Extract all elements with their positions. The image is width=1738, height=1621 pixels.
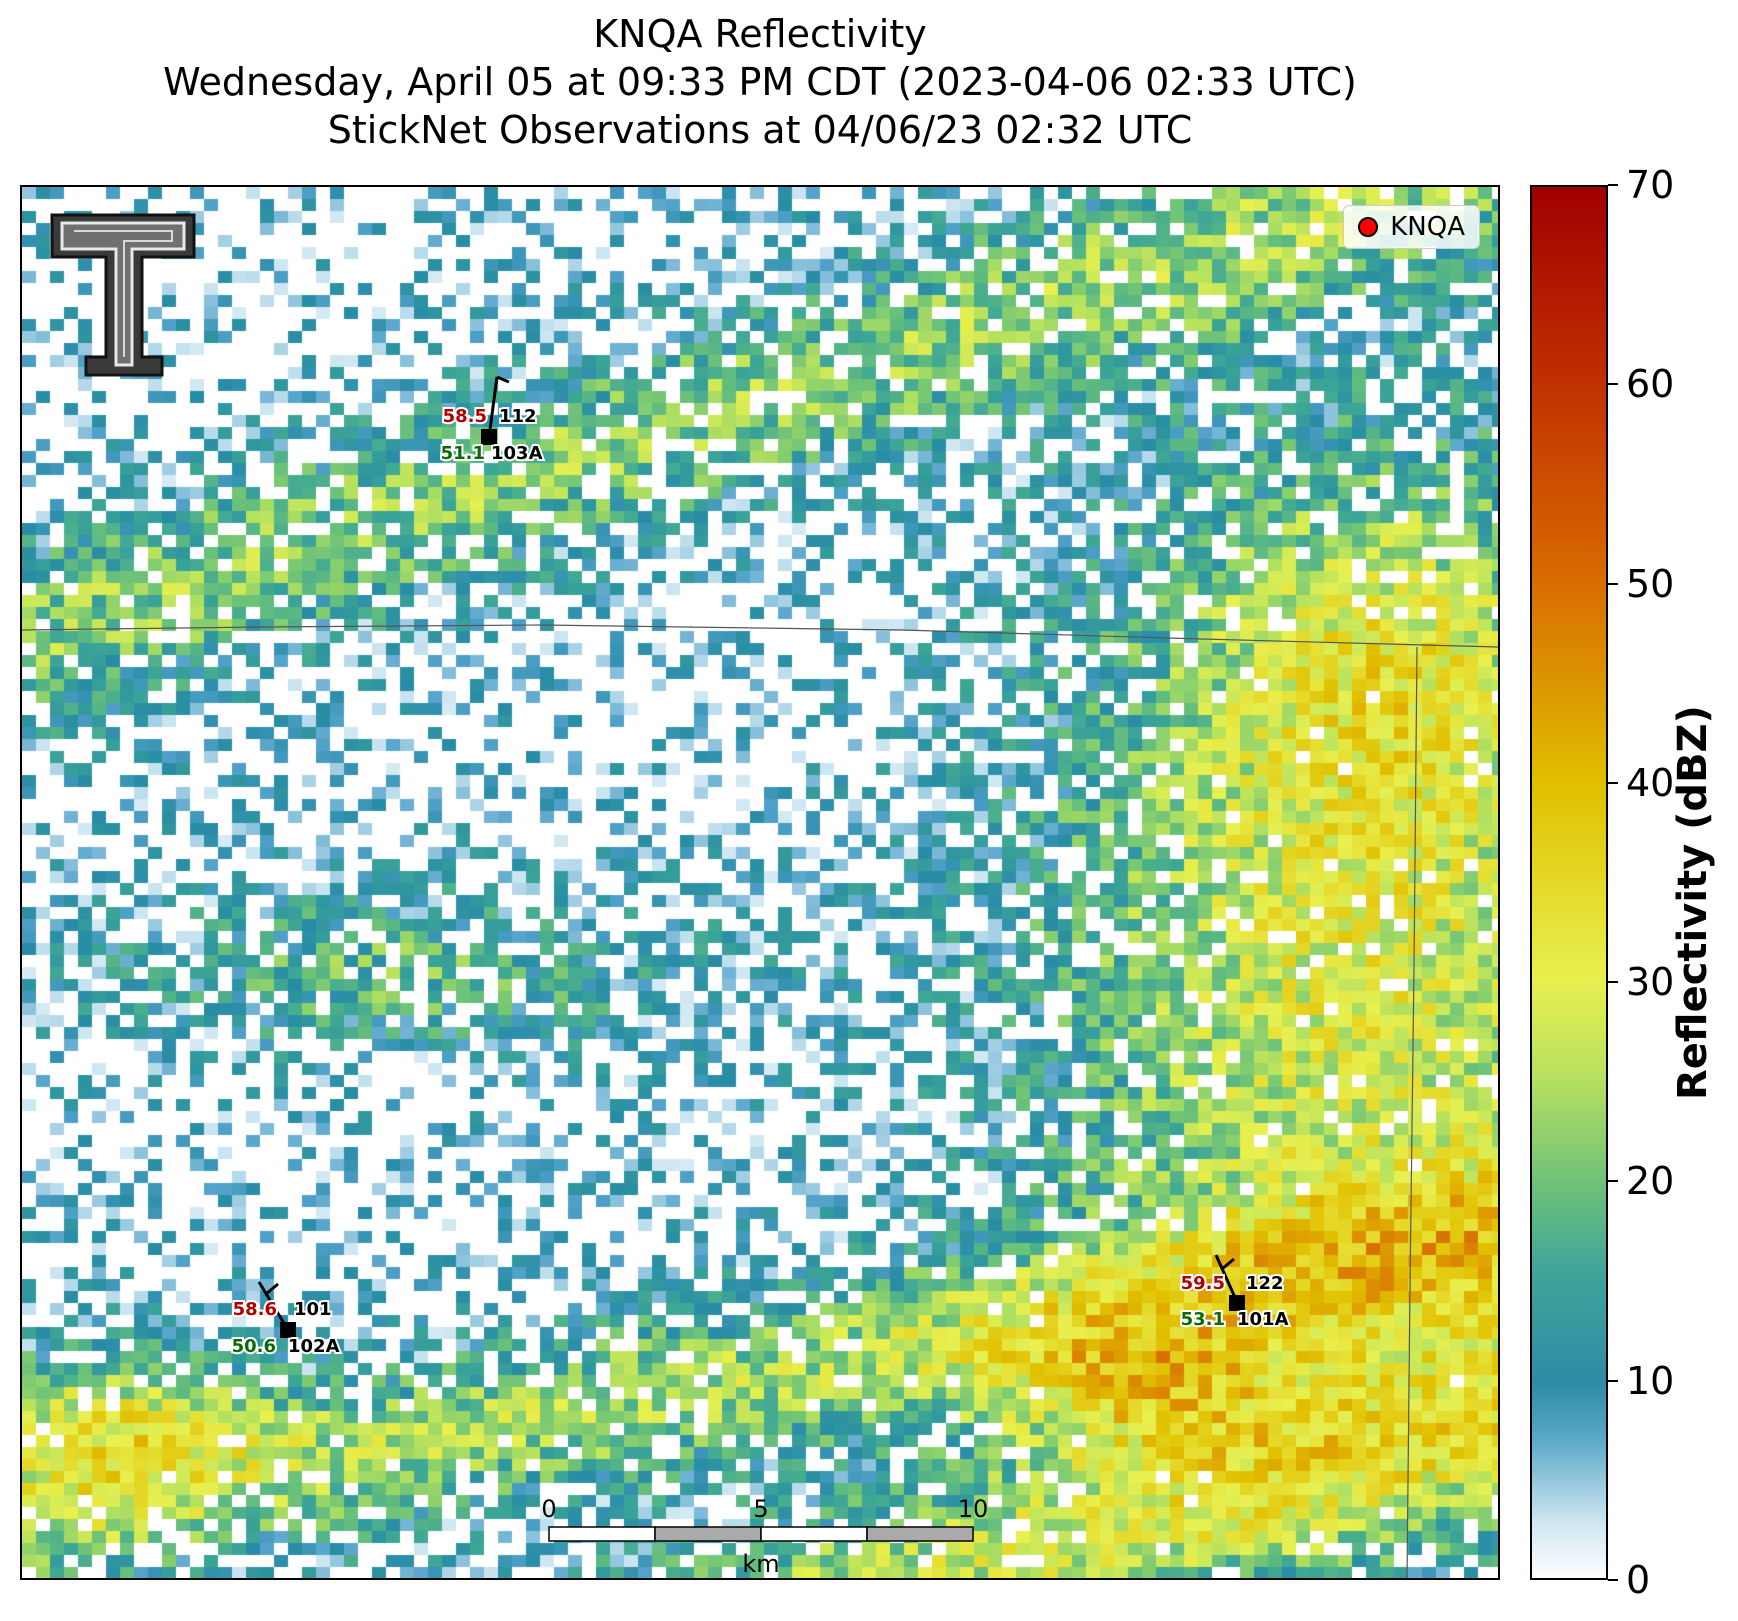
station-id: 112 bbox=[499, 406, 537, 427]
station-id: 102A bbox=[288, 1336, 340, 1357]
scale-label-5: 5 bbox=[753, 1495, 768, 1523]
scale-label-10: 10 bbox=[958, 1495, 989, 1523]
colorbar-tick-label: 40 bbox=[1608, 764, 1674, 802]
scale-unit: km bbox=[742, 1550, 779, 1578]
radar-reflectivity-field bbox=[22, 187, 1498, 1578]
county-boundary bbox=[1406, 646, 1418, 1578]
station-112[interactable]: 58.5 112 51.1 103A bbox=[439, 375, 545, 466]
colorbar-label: Reflectivity (dBZ) bbox=[1670, 705, 1716, 1100]
colorbar-tick-label: 0 bbox=[1608, 1561, 1650, 1599]
station-id: 122 bbox=[1246, 1273, 1284, 1294]
colorbar-tick-label: 20 bbox=[1608, 1162, 1674, 1200]
map-title: KNQA Reflectivity bbox=[593, 12, 927, 56]
station-101[interactable]: 58.6 101 50.6 102A bbox=[230, 1281, 342, 1359]
station-temp: 58.5 bbox=[443, 406, 487, 427]
county-boundary bbox=[22, 624, 1498, 648]
map-subtitle: Wednesday, April 05 at 09:33 PM CDT (202… bbox=[163, 60, 1357, 104]
station-id: 101A bbox=[1237, 1309, 1289, 1330]
station-dewpoint: 53.1 bbox=[1181, 1309, 1225, 1330]
station-dewpoint: 50.6 bbox=[232, 1336, 276, 1357]
double-t-logo bbox=[50, 213, 196, 377]
scale-label-0: 0 bbox=[541, 1495, 556, 1523]
station-id: 101 bbox=[294, 1299, 332, 1320]
map-legend: KNQA bbox=[1343, 205, 1480, 249]
map-overlay: 0 5 10 km 58.5 112 51.1 103A 58.6 101 50… bbox=[22, 375, 1498, 1578]
station-122[interactable]: 59.5 122 53.1 101A bbox=[1179, 1254, 1291, 1332]
title-block: KNQA Reflectivity Wednesday, April 05 at… bbox=[0, 10, 1520, 154]
map-panel[interactable]: 0 5 10 km 58.5 112 51.1 103A 58.6 101 50… bbox=[20, 185, 1500, 1580]
scale-bar: 0 5 10 km bbox=[541, 1495, 988, 1578]
map-subtitle-obs: StickNet Observations at 04/06/23 02:32 … bbox=[327, 108, 1193, 152]
station-id: 103A bbox=[491, 443, 543, 464]
radar-site-marker-icon bbox=[1358, 217, 1379, 237]
colorbar-tick-label: 10 bbox=[1608, 1362, 1674, 1400]
colorbar-tick-label: 60 bbox=[1608, 365, 1674, 403]
station-temp: 59.5 bbox=[1181, 1273, 1225, 1294]
station-temp: 58.6 bbox=[233, 1299, 277, 1320]
legend-label: KNQA bbox=[1390, 212, 1465, 242]
colorbar-tick-label: 70 bbox=[1608, 166, 1674, 204]
station-dewpoint: 51.1 bbox=[441, 443, 485, 464]
colorbar bbox=[1530, 185, 1608, 1580]
colorbar-tick-label: 50 bbox=[1608, 565, 1674, 603]
colorbar-tick-label: 30 bbox=[1608, 963, 1674, 1001]
